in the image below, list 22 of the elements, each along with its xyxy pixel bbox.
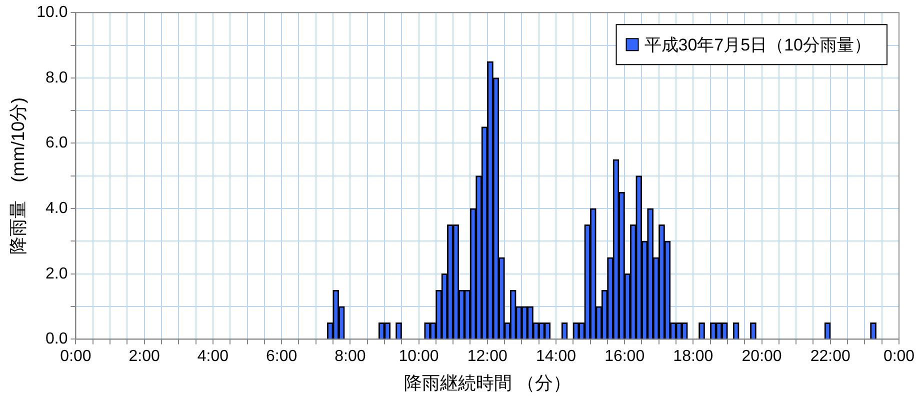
x-tick-label: 20:00	[742, 348, 782, 366]
x-tick-label: 8:00	[334, 348, 366, 366]
x-tick-label: 16:00	[604, 348, 645, 366]
x-tick-label: 0:00	[883, 348, 915, 366]
x-tick-label: 0:00	[60, 348, 92, 366]
legend-label: 平成30年7月5日（10分雨量）	[644, 35, 872, 54]
x-axis-title: 降雨継続時間 （分）	[404, 373, 571, 394]
y-tick-label: 2.0	[45, 265, 68, 282]
y-tick-label: 4.0	[45, 200, 68, 217]
x-tick-label: 18:00	[673, 348, 714, 366]
x-tick-label: 22:00	[810, 348, 851, 366]
x-tick-label: 10:00	[398, 348, 439, 366]
x-tick-label: 6:00	[266, 348, 298, 366]
x-tick-label: 12:00	[467, 348, 508, 366]
y-axis-title: 降雨量 (mm/10分)	[8, 97, 28, 254]
x-tick-label: 2:00	[128, 348, 160, 366]
y-tick-label: 10.0	[36, 4, 68, 22]
y-tick-label: 8.0	[45, 69, 68, 86]
y-tick-label: 6.0	[45, 134, 68, 152]
x-tick-label: 14:00	[536, 348, 576, 366]
x-tick-label: 4:00	[197, 348, 229, 366]
y-tick-label: 0.0	[45, 330, 68, 348]
